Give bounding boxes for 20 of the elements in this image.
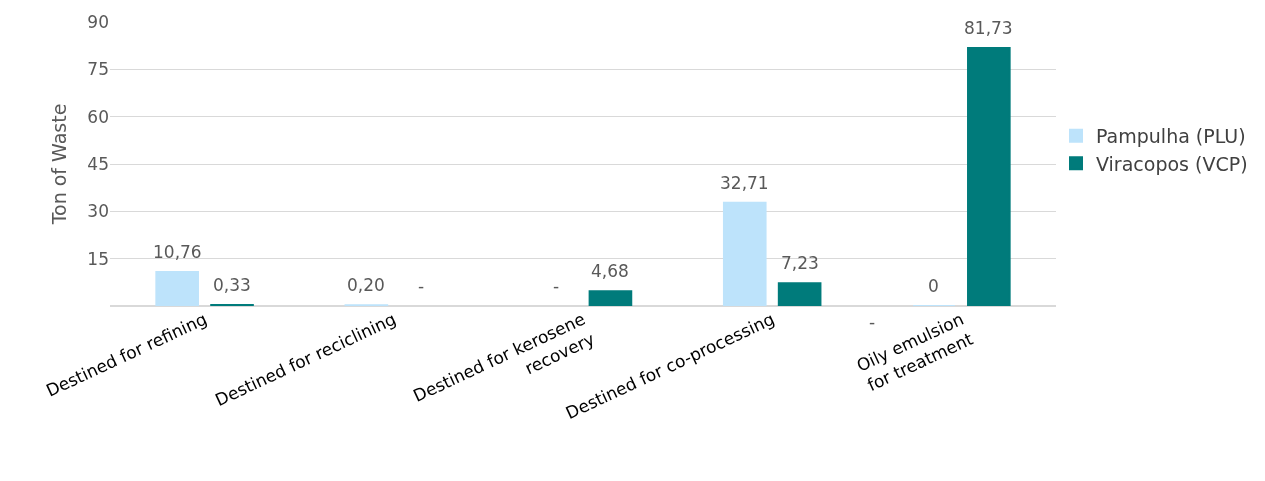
text: - bbox=[553, 276, 560, 296]
data-label: 81,73 bbox=[964, 18, 1013, 38]
text: - bbox=[869, 312, 876, 332]
y-axis-title: Ton of Waste bbox=[48, 103, 71, 226]
y-tick-label: 45 bbox=[87, 153, 109, 174]
data-label: 0 bbox=[928, 276, 939, 296]
y-tick-label: 75 bbox=[87, 59, 109, 80]
legend-label: Viracopos (VCP) bbox=[1096, 152, 1248, 175]
y-tick-label: 60 bbox=[87, 106, 109, 127]
data-label: 32,71 bbox=[720, 173, 769, 193]
text: - bbox=[418, 276, 425, 296]
y-tick-label: 30 bbox=[87, 201, 109, 222]
data-label: 0,20 bbox=[347, 275, 385, 295]
y-tick-label: 90 bbox=[87, 11, 109, 32]
legend-label: Pampulha (PLU) bbox=[1096, 125, 1246, 148]
data-label: 0,33 bbox=[213, 275, 251, 295]
data-label: 4,68 bbox=[591, 261, 629, 281]
y-tick-label: 15 bbox=[87, 248, 109, 269]
data-label: 10,76 bbox=[153, 242, 202, 262]
data-label: 7,23 bbox=[781, 253, 819, 273]
